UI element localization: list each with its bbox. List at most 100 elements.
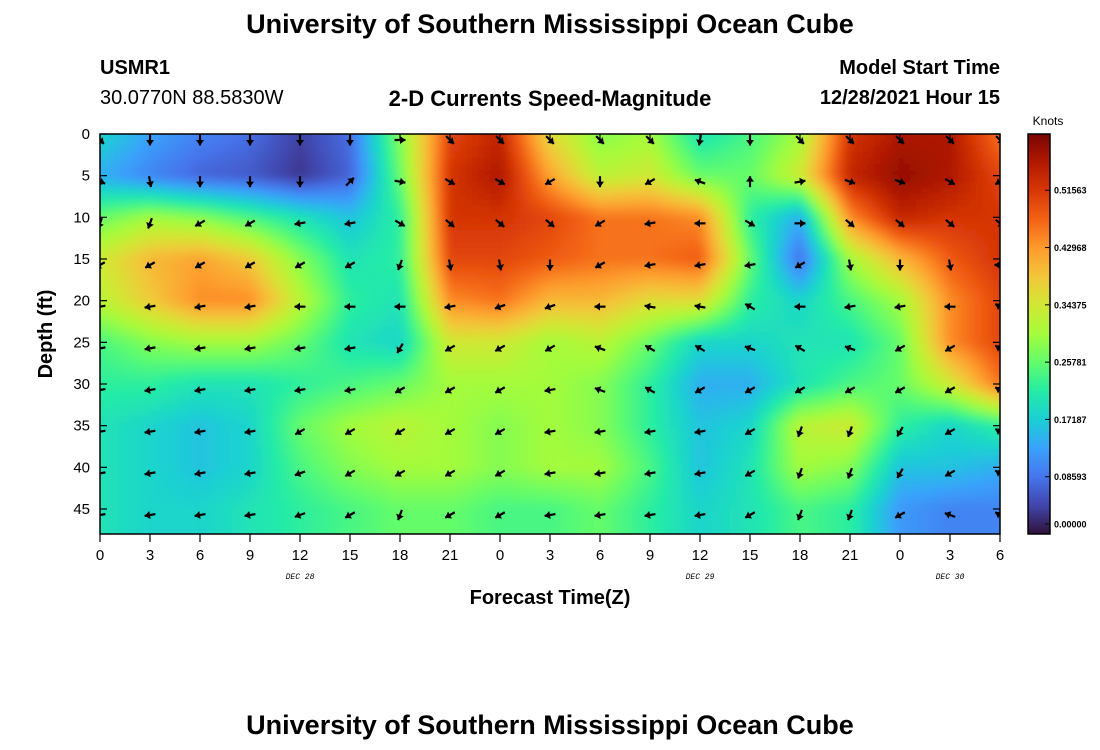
- heatmap-cell: [592, 230, 599, 237]
- heatmap-cell: [376, 200, 383, 207]
- heatmap-cell: [286, 176, 293, 183]
- heatmap-cell: [676, 254, 683, 261]
- heatmap-cell: [964, 278, 971, 285]
- heatmap-cell: [316, 140, 323, 147]
- heatmap-cell: [964, 254, 971, 261]
- heatmap-cell: [214, 212, 221, 219]
- heatmap-cell: [856, 206, 863, 213]
- heatmap-cell: [226, 266, 233, 273]
- heatmap-cell: [940, 308, 947, 315]
- heatmap-cell: [202, 176, 209, 183]
- heatmap-cell: [982, 224, 989, 231]
- heatmap-cell: [580, 134, 587, 141]
- heatmap-cell: [748, 272, 755, 279]
- heatmap-cell: [856, 278, 863, 285]
- heatmap-cell: [424, 272, 431, 279]
- heatmap-cell: [502, 152, 509, 159]
- heatmap-cell: [700, 194, 707, 201]
- heatmap-cell: [844, 152, 851, 159]
- heatmap-cell: [454, 236, 461, 243]
- heatmap-cell: [556, 140, 563, 147]
- heatmap-cell: [184, 140, 191, 147]
- heatmap-cell: [274, 152, 281, 159]
- heatmap-cell: [766, 188, 773, 195]
- heatmap-cell: [838, 272, 845, 279]
- heatmap-cell: [922, 164, 929, 171]
- heatmap-cell: [316, 278, 323, 285]
- heatmap-cell: [262, 278, 269, 285]
- heatmap-cell: [502, 266, 509, 273]
- heatmap-cell: [136, 206, 143, 213]
- heatmap-cell: [664, 248, 671, 255]
- heatmap-cell: [610, 182, 617, 189]
- heatmap-cell: [88, 146, 95, 153]
- heatmap-cell: [256, 230, 263, 237]
- heatmap-cell: [946, 134, 953, 141]
- heatmap-cell: [256, 200, 263, 207]
- heatmap-cell: [256, 302, 263, 309]
- heatmap-cell: [202, 236, 209, 243]
- heatmap-cell: [868, 266, 875, 273]
- heatmap-cell: [676, 158, 683, 165]
- heatmap-cell: [976, 152, 983, 159]
- heatmap-cell: [610, 290, 617, 297]
- heatmap-cell: [898, 200, 905, 207]
- heatmap-cell: [526, 206, 533, 213]
- heatmap-cell: [958, 176, 965, 183]
- heatmap-cell: [688, 290, 695, 297]
- heatmap-cell: [310, 212, 317, 219]
- heatmap-cell: [886, 242, 893, 249]
- heatmap-cell: [184, 218, 191, 225]
- heatmap-cell: [112, 266, 119, 273]
- heatmap-cell: [364, 302, 371, 309]
- heatmap-cell: [130, 308, 137, 315]
- heatmap-cell: [226, 146, 233, 153]
- heatmap-cell: [868, 212, 875, 219]
- heatmap-cell: [892, 278, 899, 285]
- heatmap-cell: [814, 194, 821, 201]
- heatmap-cell: [700, 212, 707, 219]
- heatmap-cell: [670, 248, 677, 255]
- heatmap-cell: [448, 242, 455, 249]
- heatmap-cell: [280, 212, 287, 219]
- heatmap-cell: [220, 254, 227, 261]
- heatmap-cell: [574, 206, 581, 213]
- heatmap-cell: [106, 212, 113, 219]
- heatmap-cell: [868, 230, 875, 237]
- heatmap-cell: [652, 140, 659, 147]
- heatmap-cell: [946, 146, 953, 153]
- heatmap-cell: [406, 158, 413, 165]
- heatmap-cell: [946, 164, 953, 171]
- heatmap-cell: [520, 122, 527, 129]
- heatmap-cell: [328, 224, 335, 231]
- heatmap-cell: [352, 182, 359, 189]
- heatmap-cell: [190, 254, 197, 261]
- heatmap-cell: [418, 134, 425, 141]
- heatmap-cell: [256, 284, 263, 291]
- heatmap-cell: [124, 158, 131, 165]
- heatmap-cell: [694, 212, 701, 219]
- heatmap-cell: [814, 224, 821, 231]
- heatmap-cell: [868, 302, 875, 309]
- heatmap-cell: [256, 224, 263, 231]
- heatmap-cell: [844, 164, 851, 171]
- heatmap-cell: [238, 182, 245, 189]
- heatmap-cell: [532, 248, 539, 255]
- heatmap-cell: [664, 200, 671, 207]
- heatmap-cell: [1006, 242, 1013, 249]
- heatmap-cell: [328, 302, 335, 309]
- heatmap-cell: [628, 242, 635, 249]
- heatmap-cell: [796, 188, 803, 195]
- heatmap-cell: [472, 248, 479, 255]
- heatmap-cell: [742, 122, 749, 129]
- heatmap-cell: [550, 122, 557, 129]
- heatmap-cell: [580, 200, 587, 207]
- heatmap-cell: [520, 200, 527, 207]
- heatmap-cell: [190, 188, 197, 195]
- heatmap-cell: [166, 188, 173, 195]
- heatmap-cell: [694, 272, 701, 279]
- heatmap-cell: [970, 302, 977, 309]
- heatmap-cell: [496, 254, 503, 261]
- heatmap-cell: [334, 176, 341, 183]
- heatmap-cell: [460, 218, 467, 225]
